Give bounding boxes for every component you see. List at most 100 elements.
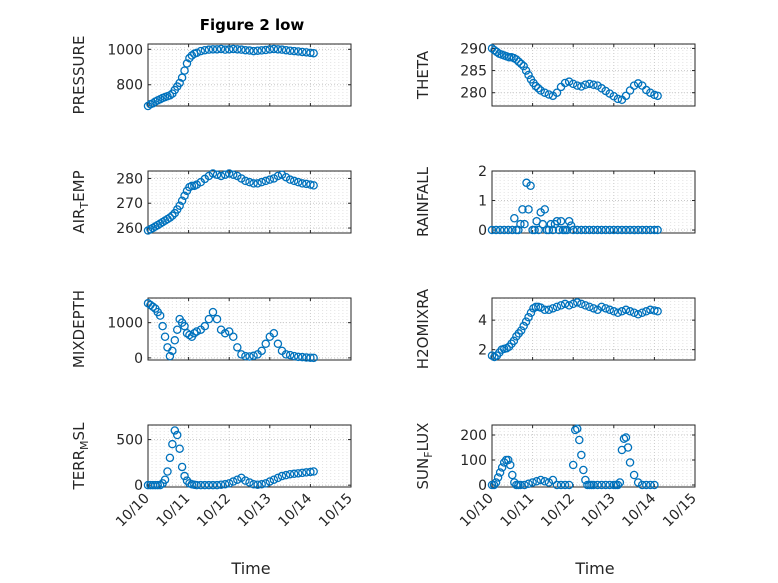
data-point [508, 470, 517, 480]
data-point [568, 299, 578, 309]
data-point [575, 435, 584, 445]
data-point [293, 352, 303, 362]
data-point [650, 225, 659, 235]
data-point [261, 176, 270, 186]
y-tick-label: 0 [478, 478, 487, 494]
data-point [309, 48, 318, 58]
data-point [585, 302, 594, 312]
data-point [257, 346, 266, 356]
data-point [605, 225, 614, 235]
data-point [552, 88, 562, 97]
data-point [177, 462, 187, 472]
data-point [241, 45, 250, 55]
data-point [621, 91, 631, 101]
y-axis-label: THETA [414, 50, 432, 100]
data-point [526, 181, 535, 191]
y-tick-label: 290 [460, 41, 487, 57]
data-point [233, 45, 242, 54]
data-point [175, 444, 184, 453]
data-point [249, 351, 258, 361]
data-point [568, 79, 578, 89]
data-point [601, 225, 610, 235]
data-point [212, 480, 222, 490]
data-point [298, 352, 307, 362]
data-point [534, 225, 543, 235]
y-tick-label: 285 [460, 64, 487, 80]
data-point [220, 170, 230, 179]
data-point [552, 216, 562, 226]
data-point [548, 475, 558, 485]
data-point [615, 478, 625, 487]
data-point [589, 225, 598, 235]
data-point [175, 201, 184, 210]
axes-frame [491, 297, 696, 361]
data-point [285, 175, 295, 184]
data-point [508, 225, 517, 235]
data-point [192, 48, 201, 58]
data-point [540, 205, 550, 214]
data-point [175, 78, 184, 88]
data-point [534, 84, 543, 93]
data-point [516, 480, 525, 490]
data-point [621, 433, 631, 442]
data-point [281, 45, 291, 55]
data-point [269, 475, 279, 484]
data-point [289, 176, 299, 186]
data-point [190, 328, 199, 338]
data-point [172, 430, 182, 440]
data-point [495, 225, 505, 235]
data-point [556, 216, 566, 226]
data-point [548, 304, 558, 313]
data-point [499, 225, 509, 235]
data-point [593, 225, 602, 235]
data-point [540, 476, 550, 486]
data-point [552, 302, 562, 312]
data-point [564, 77, 574, 86]
data-point [581, 475, 590, 485]
data-point [165, 351, 175, 361]
series-terr_msl [143, 426, 318, 490]
data-point [257, 46, 266, 55]
data-point [530, 225, 539, 235]
data-point [212, 170, 222, 179]
data-point [224, 45, 234, 54]
data-point [560, 78, 570, 88]
data-point [577, 450, 586, 460]
data-point [524, 312, 533, 322]
data-point [204, 45, 214, 54]
data-point [177, 196, 187, 206]
y-tick-label: 1 [478, 194, 487, 210]
subplot-air_temp: 260 270 280 AIRTEMP [70, 169, 352, 237]
data-point [155, 480, 165, 490]
data-point [208, 169, 218, 178]
data-point [653, 91, 662, 101]
data-point [306, 180, 315, 189]
data-point [277, 471, 287, 481]
data-point [306, 353, 315, 362]
data-point [281, 350, 291, 359]
series-air_temp [143, 169, 318, 235]
subplot-rainfall: 0 1 2 RAINFALL [414, 164, 696, 239]
data-point [148, 302, 158, 312]
series-rainfall [487, 178, 662, 235]
data-point [180, 471, 189, 481]
subplot-h2omixra: 2 4 H2OMIXRA [414, 288, 696, 369]
data-point [619, 434, 629, 443]
data-point [524, 205, 533, 214]
data-point [185, 330, 194, 340]
data-point [229, 477, 238, 486]
grid-lines [147, 44, 352, 106]
data-point [509, 336, 519, 346]
data-point [519, 61, 528, 71]
data-point [589, 80, 598, 89]
data-point [646, 88, 655, 97]
data-point [261, 479, 270, 488]
data-point [245, 177, 254, 187]
data-point [306, 467, 315, 477]
data-point [637, 480, 647, 490]
data-point [298, 468, 307, 478]
data-point [160, 332, 170, 341]
series-sun_flux [487, 424, 659, 490]
x-axis-label-right: Time [574, 559, 614, 578]
data-point [192, 327, 201, 336]
